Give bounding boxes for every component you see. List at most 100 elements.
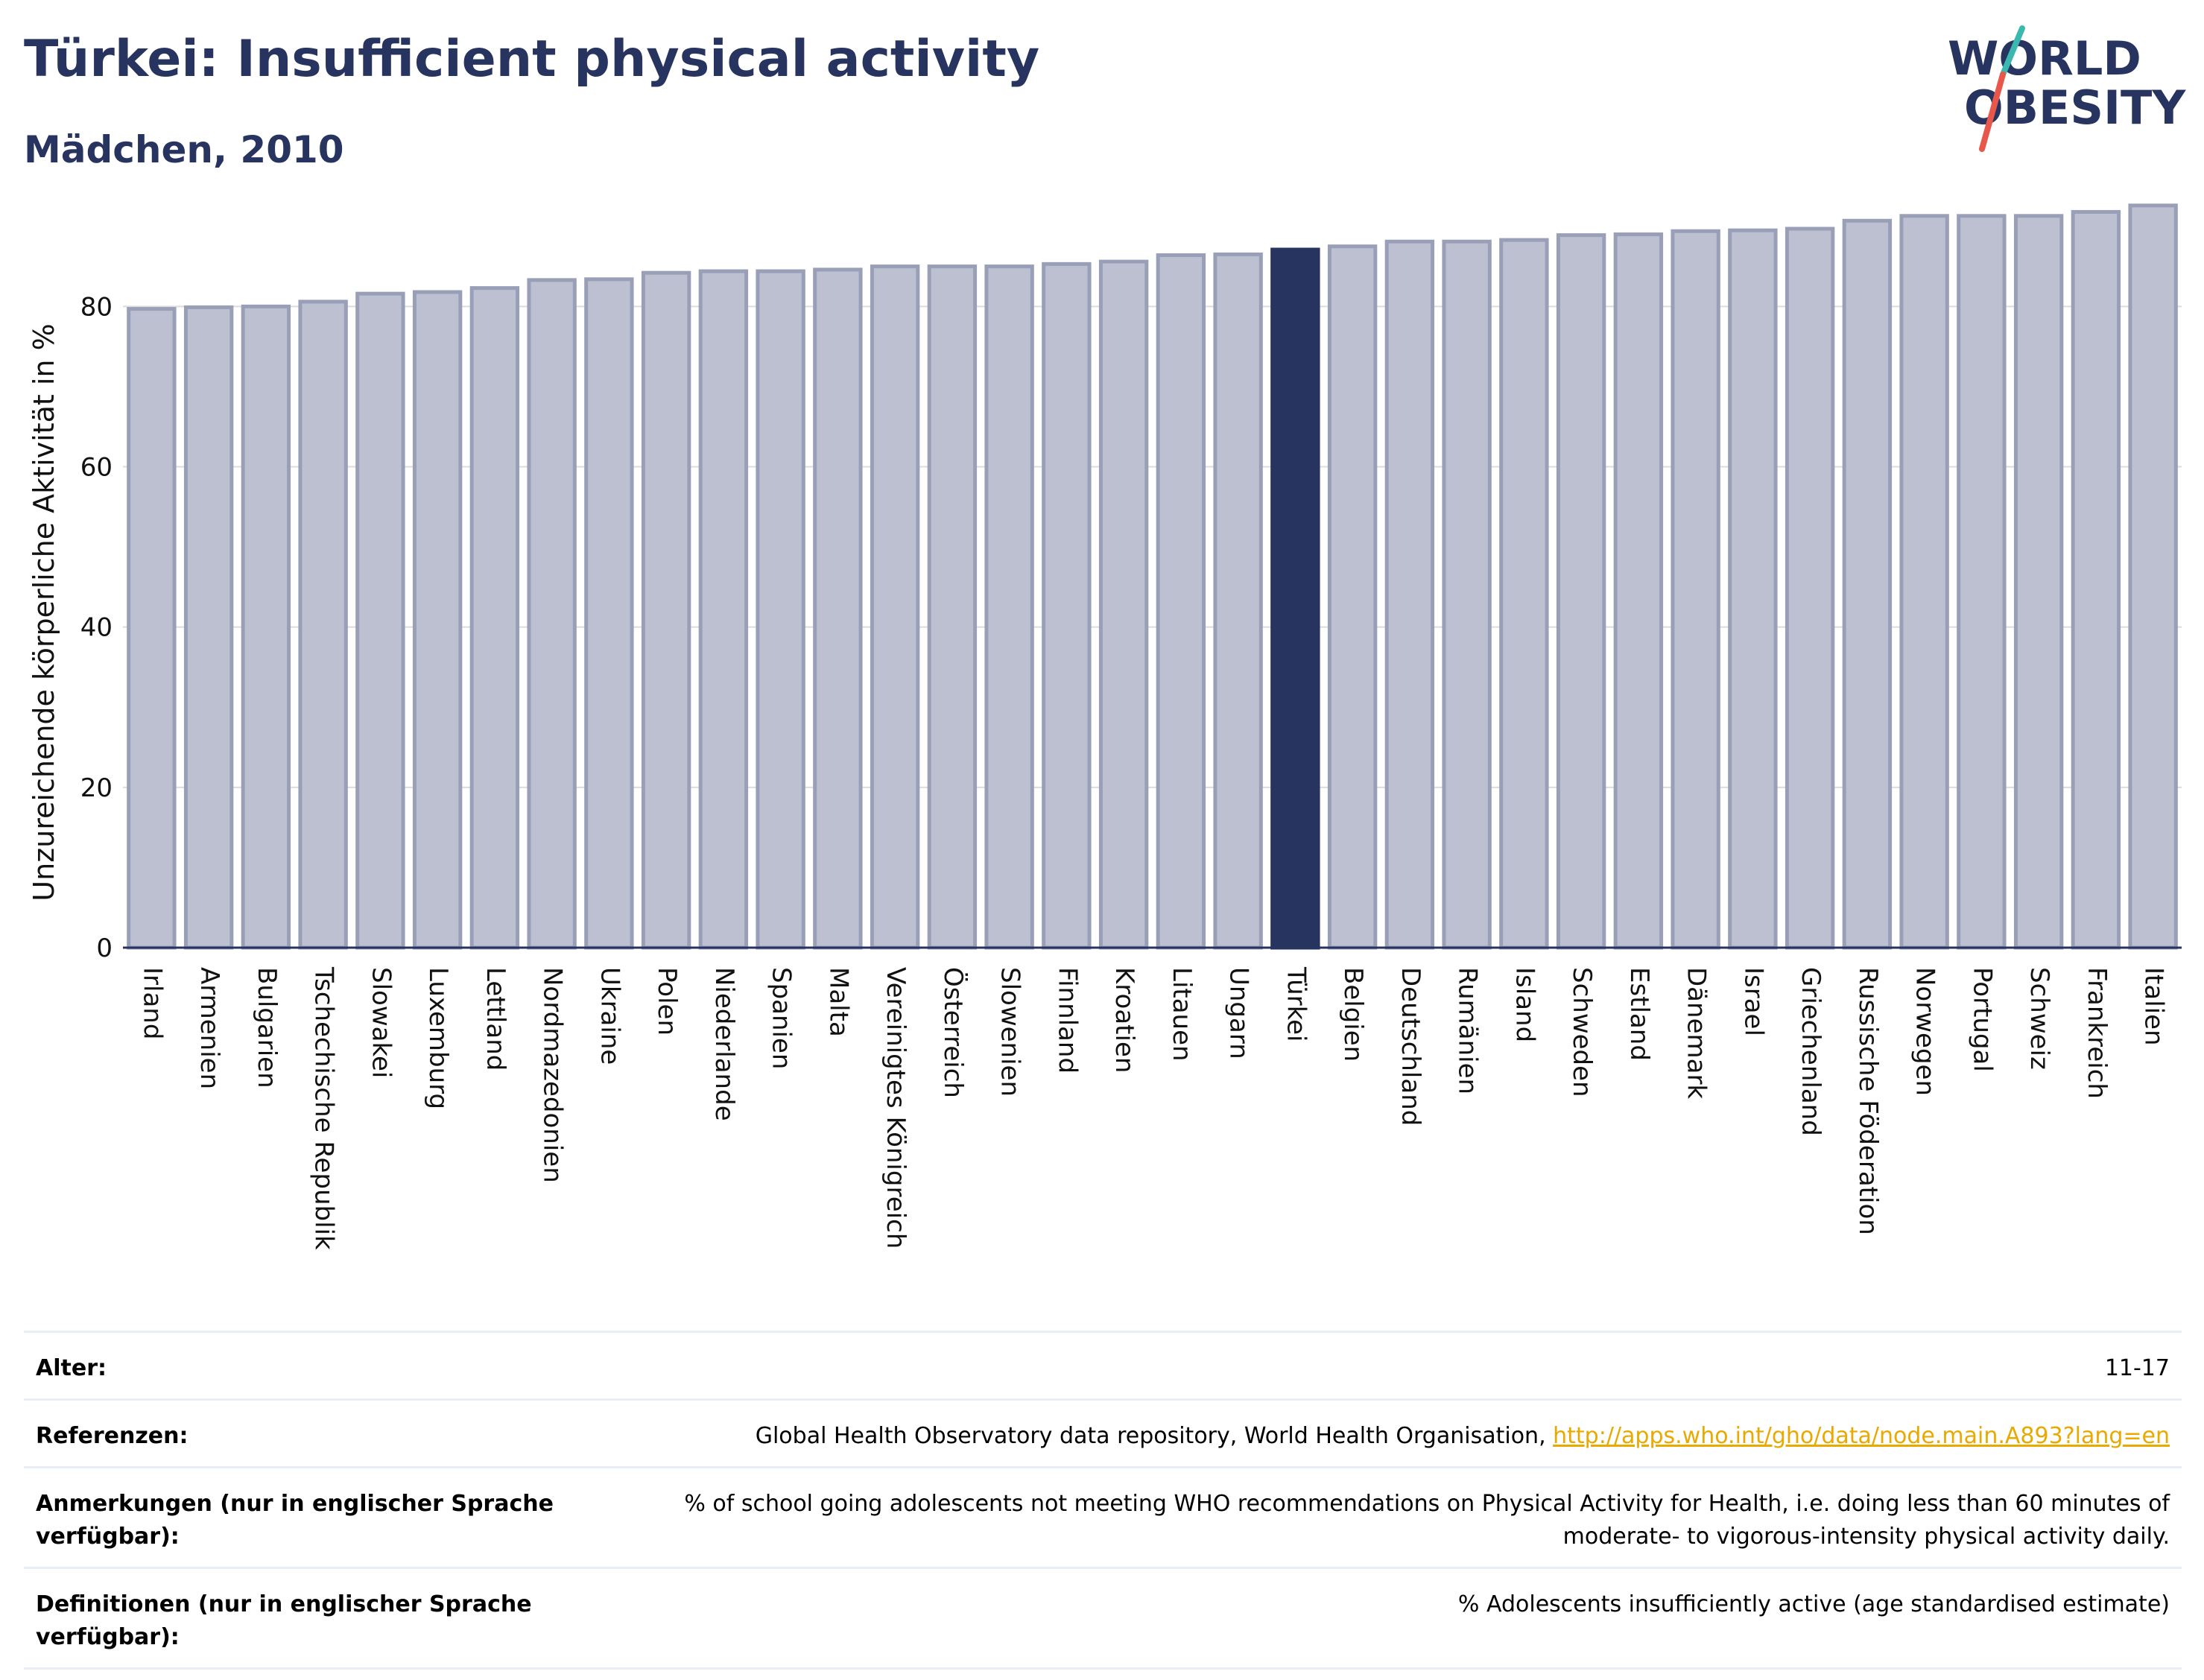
x-tick-label: Griechenland bbox=[1796, 967, 1825, 1136]
x-tick-label: Luxemburg bbox=[423, 967, 453, 1109]
x-tick-label: Norwegen bbox=[1910, 967, 1940, 1096]
x-tick-label: Polen bbox=[652, 967, 682, 1036]
x-tick-label: Rumänien bbox=[1453, 967, 1483, 1094]
world-obesity-logo: WORLD OBESITY bbox=[1948, 25, 2186, 152]
x-tick-label: Israel bbox=[1738, 967, 1768, 1036]
grid-lines bbox=[123, 305, 2182, 788]
x-tick-label: Schweden bbox=[1567, 967, 1597, 1097]
x-tick-label: Belgien bbox=[1338, 967, 1368, 1062]
x-tick-label: Niederlande bbox=[709, 967, 739, 1121]
info-key-age: Alter: bbox=[36, 1355, 107, 1381]
bar bbox=[1899, 214, 1949, 950]
x-tick-label: Irland bbox=[137, 967, 167, 1039]
info-key-definitions: Definitionen (nur in englischer Sprache … bbox=[36, 1591, 532, 1650]
y-tick-label: 80 bbox=[80, 292, 113, 322]
bar bbox=[241, 304, 291, 950]
bar bbox=[1442, 239, 1492, 950]
info-value-age: 11-17 bbox=[2104, 1355, 2170, 1381]
x-tick-label: Kroatien bbox=[1109, 967, 1139, 1073]
x-tick-label: Malta bbox=[823, 967, 853, 1037]
bar bbox=[183, 305, 234, 950]
x-tick-label: Spanien bbox=[767, 967, 797, 1069]
x-tick-label: Österreich bbox=[938, 967, 969, 1098]
logo-slash-red bbox=[1979, 72, 2006, 152]
info-key-notes: Anmerkungen (nur in englischer Sprache v… bbox=[36, 1491, 554, 1550]
x-tick-label: Bulgarien bbox=[252, 967, 282, 1088]
x-tick-label: Finnland bbox=[1052, 967, 1082, 1074]
bar bbox=[1042, 261, 1092, 950]
bar bbox=[298, 299, 348, 950]
x-tick-label: Estland bbox=[1624, 967, 1654, 1061]
bar bbox=[756, 269, 805, 950]
bar bbox=[2071, 209, 2121, 950]
info-table: Alter: 11-17 Referenzen: Global Health O… bbox=[24, 1331, 2182, 1670]
x-tick-label: Island bbox=[1510, 967, 1539, 1042]
bar bbox=[1327, 244, 1378, 950]
y-axis-label: Unzureichende körperliche Aktivität in % bbox=[28, 323, 60, 901]
x-tick-label: Vereinigtes Königreich bbox=[881, 967, 911, 1249]
bar bbox=[813, 267, 863, 950]
bar bbox=[984, 264, 1034, 950]
x-tick-label: Portugal bbox=[1967, 967, 1997, 1072]
logo-line1: WORLD bbox=[1948, 31, 2141, 86]
x-tick-label: Deutschland bbox=[1396, 967, 1425, 1126]
x-tick-label: Nordmazedonien bbox=[538, 967, 568, 1183]
bar bbox=[1213, 252, 1263, 950]
bar bbox=[641, 270, 691, 950]
x-tick-label: Armenien bbox=[194, 967, 224, 1089]
bar bbox=[1556, 233, 1606, 950]
info-value-notes: % of school going adolescents not meetin… bbox=[684, 1491, 2170, 1550]
y-tick-label: 20 bbox=[80, 773, 113, 803]
bar bbox=[1499, 238, 1549, 950]
x-tick-label: Tschechische Republik bbox=[309, 966, 339, 1250]
references-link[interactable]: http://apps.who.int/gho/data/node.main.A… bbox=[1553, 1423, 2170, 1449]
bar bbox=[584, 277, 634, 950]
chart-subtitle: Mädchen, 2010 bbox=[24, 128, 344, 171]
x-tick-label: Ungarn bbox=[1224, 967, 1254, 1059]
x-tick-label: Slowakei bbox=[366, 967, 396, 1078]
bar bbox=[1613, 232, 1664, 950]
bar bbox=[1728, 228, 1778, 950]
x-tick-label: Dänemark bbox=[1682, 967, 1711, 1099]
bar bbox=[2128, 203, 2178, 950]
bar bbox=[1156, 253, 1206, 950]
info-row-notes: Anmerkungen (nur in englischer Sprache v… bbox=[24, 1466, 2182, 1567]
x-tick-label: Litauen bbox=[1167, 967, 1197, 1062]
bar bbox=[1957, 214, 2007, 950]
y-tick-label: 40 bbox=[80, 613, 113, 643]
tick-labels: 0 20 40 60 80 Irland Armenien Bulgarien Tschechi… bbox=[80, 292, 2169, 1250]
bar bbox=[1384, 239, 1435, 950]
bar bbox=[412, 290, 463, 950]
info-row-age: Alter: 11-17 bbox=[24, 1331, 2182, 1398]
x-tick-label: Frankreich bbox=[2082, 967, 2112, 1099]
bar bbox=[698, 269, 749, 950]
bar bbox=[1842, 218, 1893, 950]
bar bbox=[2013, 214, 2064, 950]
y-tick-label: 60 bbox=[80, 453, 113, 483]
x-tick-label: Italien bbox=[2139, 967, 2169, 1046]
bar bbox=[1671, 229, 1720, 950]
bar bbox=[469, 286, 520, 950]
bar-chart: 0 20 40 60 80 Irland Armenien Bulgarien Tschechi… bbox=[28, 203, 2182, 1250]
info-value-definitions: % Adolescents insufficiently active (age… bbox=[1457, 1591, 2170, 1617]
references-text: Global Health Observatory data repositor… bbox=[755, 1423, 1554, 1449]
bar bbox=[1785, 226, 1835, 950]
x-tick-label: Ukraine bbox=[595, 967, 624, 1065]
x-tick-label: Lettland bbox=[481, 967, 510, 1071]
x-tick-label: Schweiz bbox=[2024, 967, 2054, 1070]
y-tick-label: 0 bbox=[96, 933, 113, 963]
info-key-references: Referenzen: bbox=[36, 1423, 189, 1449]
bar bbox=[1098, 259, 1149, 950]
info-row-definitions: Definitionen (nur in englischer Sprache … bbox=[24, 1567, 2182, 1670]
x-tick-label: Türkei bbox=[1281, 966, 1311, 1042]
bar bbox=[355, 291, 405, 950]
bar bbox=[870, 264, 920, 950]
x-tick-label: Russische Föderation bbox=[1853, 967, 1883, 1235]
bars bbox=[127, 203, 2178, 950]
bar bbox=[927, 264, 978, 950]
bar bbox=[527, 278, 577, 950]
chart-title: Türkei: Insufficient physical activity bbox=[24, 30, 1040, 89]
bar-highlighted bbox=[1270, 247, 1320, 950]
logo-slash-teal bbox=[2000, 25, 2025, 77]
info-row-references: Referenzen: Global Health Observatory da… bbox=[24, 1398, 2182, 1466]
